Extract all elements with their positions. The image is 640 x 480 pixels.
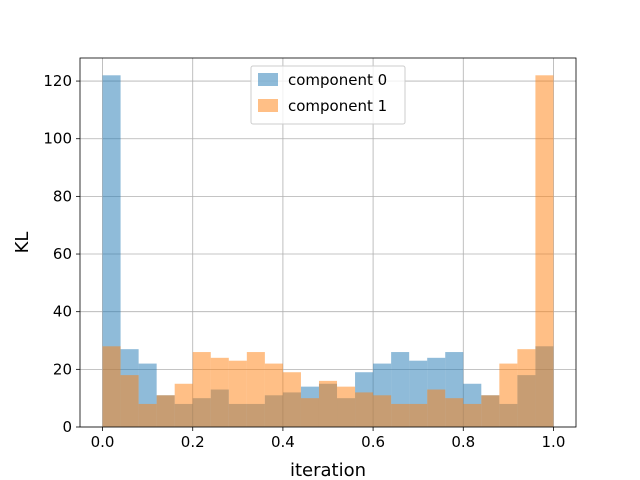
plot-frame — [79, 57, 577, 428]
bar-component-0 — [102, 75, 121, 427]
bar-component-1 — [445, 398, 464, 427]
x-tick-label: 1.0 — [542, 433, 566, 451]
y-tick-label: 100 — [43, 130, 72, 148]
legend-label-component-0: component 0 — [288, 71, 387, 89]
bar-component-1 — [192, 352, 211, 427]
axis-ticks: 0.0 0.2 0.4 0.6 0.8 1.0 0 20 40 60 80 100 120 — [43, 72, 565, 451]
y-tick-label: 20 — [53, 360, 72, 378]
bar-component-1 — [156, 395, 175, 427]
x-tick-label: 0.0 — [91, 433, 115, 451]
x-tick-label: 0.2 — [181, 433, 205, 451]
x-tick-label: 0.6 — [361, 433, 385, 451]
x-tick-label: 0.4 — [271, 433, 295, 451]
bar-component-1 — [102, 346, 121, 427]
legend: component 0 component 1 — [250, 65, 406, 125]
bar-component-1 — [355, 392, 374, 427]
legend-swatch-component-1 — [258, 99, 278, 112]
bar-component-1 — [228, 360, 247, 427]
y-tick-label: 0 — [62, 418, 72, 436]
bar-component-1 — [300, 398, 319, 427]
bar-component-1 — [427, 389, 446, 427]
bar-component-1 — [337, 386, 356, 427]
bar-component-1 — [481, 395, 500, 427]
bar-component-1 — [517, 349, 536, 427]
x-tick-label: 0.8 — [451, 433, 475, 451]
axes-frame — [79, 57, 577, 428]
bar-component-1 — [264, 363, 283, 427]
legend-label-component-1: component 1 — [288, 97, 387, 115]
legend-box — [250, 65, 406, 125]
y-axis-label: KL — [12, 232, 33, 254]
bar-component-1 — [174, 383, 193, 427]
histogram-bars — [102, 75, 554, 427]
bar-component-1 — [210, 357, 229, 427]
y-tick-label: 40 — [53, 303, 72, 321]
bar-component-1 — [535, 75, 554, 427]
bar-component-1 — [120, 375, 139, 427]
y-tick-label: 60 — [53, 245, 72, 263]
legend-swatch-component-0 — [258, 73, 278, 86]
bar-component-1 — [391, 403, 410, 427]
x-axis-label: iteration — [290, 460, 366, 480]
bar-component-1 — [463, 403, 482, 427]
y-tick-label: 80 — [53, 187, 72, 205]
bar-component-1 — [318, 380, 338, 427]
bar-component-1 — [138, 403, 157, 427]
bar-component-1 — [409, 403, 428, 427]
bar-component-1 — [282, 372, 301, 427]
y-tick-label: 120 — [43, 72, 72, 90]
bar-component-1 — [499, 363, 518, 427]
bar-component-1 — [373, 395, 392, 427]
bar-component-1 — [246, 352, 265, 427]
